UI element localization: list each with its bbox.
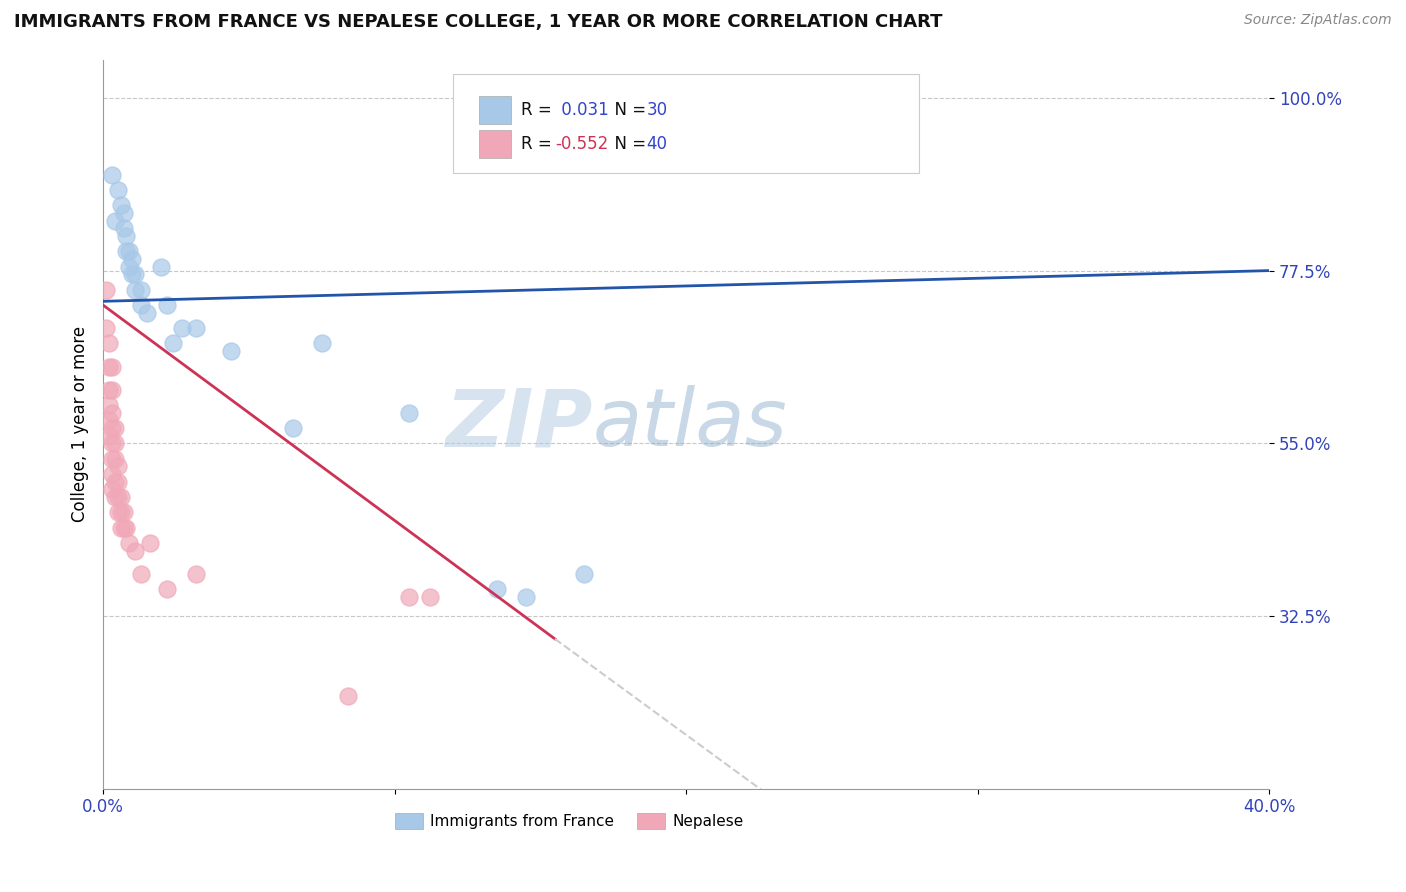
- Point: [121, 252, 143, 266]
- Point: [129, 566, 152, 581]
- Point: [135, 306, 157, 320]
- Point: [97, 398, 120, 412]
- Point: [107, 475, 129, 489]
- Point: [104, 213, 127, 227]
- Point: [112, 221, 135, 235]
- Text: Source: ZipAtlas.com: Source: ZipAtlas.com: [1244, 13, 1392, 28]
- Point: [97, 428, 120, 442]
- Text: R =: R =: [520, 136, 557, 153]
- Point: [118, 260, 141, 274]
- Point: [112, 505, 135, 519]
- Point: [107, 505, 129, 519]
- Point: [112, 521, 135, 535]
- Point: [129, 283, 152, 297]
- Point: [162, 336, 184, 351]
- Point: [107, 183, 129, 197]
- Point: [104, 436, 127, 450]
- Point: [97, 413, 120, 427]
- Point: [115, 521, 138, 535]
- Point: [156, 298, 179, 312]
- Point: [115, 244, 138, 259]
- Point: [104, 451, 127, 466]
- Y-axis label: College, 1 year or more: College, 1 year or more: [72, 326, 89, 522]
- Point: [97, 359, 120, 374]
- Text: N =: N =: [605, 101, 652, 119]
- Point: [104, 421, 127, 435]
- Text: N =: N =: [605, 136, 652, 153]
- Point: [94, 321, 117, 335]
- Legend: Immigrants from France, Nepalese: Immigrants from France, Nepalese: [389, 807, 749, 836]
- Text: 40: 40: [647, 136, 668, 153]
- Point: [110, 490, 132, 504]
- Point: [221, 344, 243, 359]
- Point: [107, 490, 129, 504]
- Point: [101, 483, 124, 497]
- Point: [110, 198, 132, 212]
- Point: [515, 590, 537, 604]
- Point: [398, 406, 420, 420]
- Point: [156, 582, 179, 596]
- Point: [398, 590, 420, 604]
- Text: 0.031: 0.031: [555, 101, 609, 119]
- Point: [186, 566, 208, 581]
- Point: [336, 690, 359, 704]
- Point: [124, 268, 146, 282]
- Point: [101, 406, 124, 420]
- Text: R =: R =: [520, 101, 557, 119]
- Point: [121, 268, 143, 282]
- Point: [118, 536, 141, 550]
- Text: atlas: atlas: [593, 385, 787, 463]
- Point: [186, 321, 208, 335]
- Point: [419, 590, 441, 604]
- Point: [170, 321, 193, 335]
- Point: [101, 359, 124, 374]
- FancyBboxPatch shape: [478, 130, 512, 158]
- Point: [150, 260, 173, 274]
- Point: [97, 383, 120, 397]
- Text: -0.552: -0.552: [555, 136, 609, 153]
- Point: [104, 475, 127, 489]
- Point: [101, 436, 124, 450]
- Point: [101, 467, 124, 481]
- Point: [115, 229, 138, 244]
- Point: [129, 298, 152, 312]
- Point: [572, 566, 595, 581]
- Point: [485, 582, 508, 596]
- Point: [112, 206, 135, 220]
- Point: [124, 283, 146, 297]
- Text: ZIP: ZIP: [446, 385, 593, 463]
- Point: [139, 536, 162, 550]
- Point: [281, 421, 304, 435]
- Point: [101, 383, 124, 397]
- FancyBboxPatch shape: [478, 96, 512, 124]
- Point: [101, 451, 124, 466]
- Point: [311, 336, 333, 351]
- Point: [110, 521, 132, 535]
- Point: [104, 490, 127, 504]
- FancyBboxPatch shape: [453, 74, 920, 172]
- Point: [94, 283, 117, 297]
- Point: [101, 168, 124, 182]
- Point: [101, 421, 124, 435]
- Text: 30: 30: [647, 101, 668, 119]
- Point: [118, 244, 141, 259]
- Point: [821, 114, 844, 128]
- Point: [97, 336, 120, 351]
- Point: [124, 543, 146, 558]
- Point: [110, 505, 132, 519]
- Point: [107, 459, 129, 474]
- Text: IMMIGRANTS FROM FRANCE VS NEPALESE COLLEGE, 1 YEAR OR MORE CORRELATION CHART: IMMIGRANTS FROM FRANCE VS NEPALESE COLLE…: [14, 13, 942, 31]
